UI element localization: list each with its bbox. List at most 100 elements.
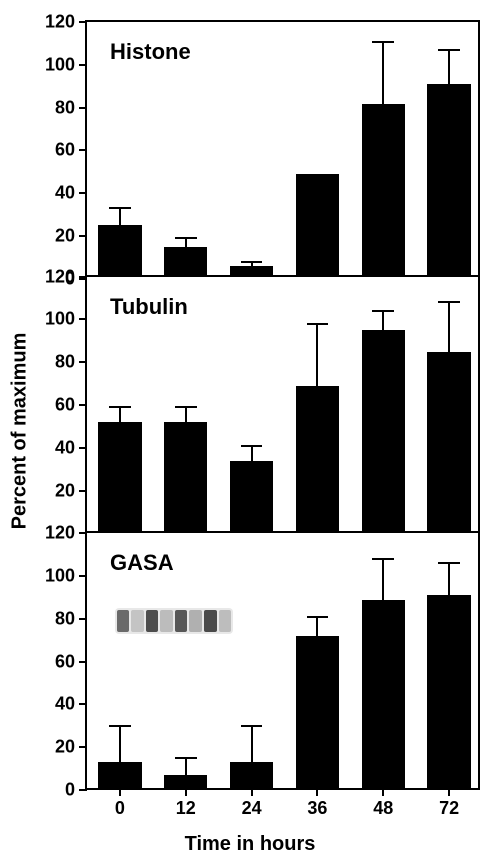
ytick xyxy=(79,21,87,23)
panel-histone: 020406080100120Histone xyxy=(85,20,480,277)
gel-band xyxy=(219,610,232,632)
bar xyxy=(164,775,207,788)
ytick xyxy=(79,318,87,320)
bar xyxy=(427,595,470,788)
ytick-label: 20 xyxy=(55,480,75,501)
panel-gasa: 020406080100120GASA01224364872 xyxy=(85,533,480,790)
ytick-label: 40 xyxy=(55,437,75,458)
bar xyxy=(427,352,470,532)
bar xyxy=(98,422,141,531)
ytick-label: 60 xyxy=(55,394,75,415)
error-bar xyxy=(109,407,131,422)
ytick-label: 100 xyxy=(45,54,75,75)
xtick-label: 12 xyxy=(176,798,196,819)
ytick-label: 100 xyxy=(45,309,75,330)
ytick-label: 80 xyxy=(55,352,75,373)
bar xyxy=(230,266,273,275)
error-bar xyxy=(175,758,197,775)
bar xyxy=(362,104,405,275)
ytick-label: 80 xyxy=(55,608,75,629)
ytick xyxy=(79,575,87,577)
xtick-label: 48 xyxy=(373,798,393,819)
gel-band xyxy=(189,610,202,632)
xtick xyxy=(251,788,253,796)
ytick-label: 20 xyxy=(55,737,75,758)
gel-band xyxy=(175,610,188,632)
error-bar xyxy=(438,50,460,84)
error-bar xyxy=(372,42,394,104)
ytick-label: 0 xyxy=(65,779,75,800)
ytick xyxy=(79,746,87,748)
error-bar xyxy=(241,262,263,266)
xtick xyxy=(448,788,450,796)
ytick xyxy=(79,64,87,66)
error-bar xyxy=(109,208,131,225)
gel-inset xyxy=(115,608,234,634)
panel-title-gasa: GASA xyxy=(110,550,174,576)
ytick-label: 40 xyxy=(55,694,75,715)
error-bar xyxy=(438,302,460,351)
ytick xyxy=(79,447,87,449)
bar xyxy=(164,247,207,275)
ytick-label: 80 xyxy=(55,97,75,118)
ytick xyxy=(79,661,87,663)
figure: Percent of maximum Time in hours 0204060… xyxy=(0,0,500,862)
bar xyxy=(230,461,273,532)
ytick xyxy=(79,192,87,194)
error-bar xyxy=(175,238,197,247)
xtick-label: 24 xyxy=(242,798,262,819)
error-bar xyxy=(241,446,263,461)
gel-band xyxy=(204,610,217,632)
ytick-label: 120 xyxy=(45,12,75,33)
panel-title-tubulin: Tubulin xyxy=(110,294,188,320)
bar xyxy=(362,600,405,788)
ytick-label: 60 xyxy=(55,140,75,161)
ytick xyxy=(79,703,87,705)
ytick-label: 120 xyxy=(45,266,75,287)
ytick-label: 20 xyxy=(55,225,75,246)
gel-band xyxy=(160,610,173,632)
ytick-label: 100 xyxy=(45,566,75,587)
gel-band xyxy=(131,610,144,632)
ytick xyxy=(79,532,87,534)
xtick xyxy=(119,788,121,796)
bar xyxy=(98,225,141,274)
bar xyxy=(296,386,339,531)
ytick-label: 120 xyxy=(45,523,75,544)
bar xyxy=(230,762,273,788)
ytick xyxy=(79,107,87,109)
error-bar xyxy=(241,726,263,762)
error-bar xyxy=(307,324,329,386)
ytick xyxy=(79,276,87,278)
gel-band xyxy=(146,610,159,632)
xtick xyxy=(316,788,318,796)
bar xyxy=(296,174,339,275)
xtick-label: 36 xyxy=(307,798,327,819)
xtick xyxy=(185,788,187,796)
ytick xyxy=(79,404,87,406)
ytick xyxy=(79,361,87,363)
bar xyxy=(164,422,207,531)
x-axis-label: Time in hours xyxy=(0,833,500,856)
ytick-label: 60 xyxy=(55,651,75,672)
error-bar xyxy=(372,311,394,330)
error-bar xyxy=(175,407,197,422)
panel-tubulin: 20406080100120Tubulin xyxy=(85,277,480,534)
error-bar xyxy=(307,617,329,636)
xtick-label: 0 xyxy=(115,798,125,819)
bar xyxy=(427,84,470,274)
panel-title-histone: Histone xyxy=(110,39,191,65)
ytick xyxy=(79,789,87,791)
bar xyxy=(296,636,339,788)
error-bar xyxy=(109,726,131,762)
ytick xyxy=(79,235,87,237)
ytick xyxy=(79,149,87,151)
ytick xyxy=(79,618,87,620)
ytick-label: 40 xyxy=(55,183,75,204)
ytick xyxy=(79,490,87,492)
xtick xyxy=(382,788,384,796)
bar xyxy=(98,762,141,788)
bar xyxy=(362,330,405,531)
error-bar xyxy=(372,559,394,600)
error-bar xyxy=(438,563,460,595)
